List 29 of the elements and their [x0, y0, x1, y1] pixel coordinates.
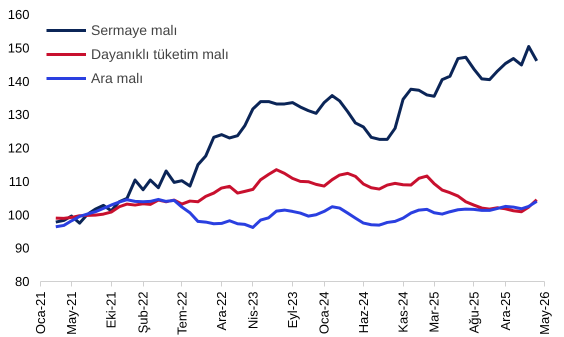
- y-tick-label: 130: [8, 107, 30, 122]
- x-tick-label: May-21: [64, 291, 80, 335]
- y-tick-label: 150: [8, 40, 30, 56]
- x-tick-label: Mar-25: [426, 291, 442, 333]
- x-tick-label: Ağu-25: [466, 292, 482, 334]
- y-tick-label: 120: [8, 140, 30, 156]
- x-tick-label: Şub-22: [136, 292, 151, 334]
- y-tick-label: 80: [15, 274, 30, 289]
- legend-label: Dayanıklı tüketim malı: [91, 46, 229, 62]
- y-tick-label: 160: [8, 7, 30, 22]
- x-tick-label: Ara-22: [214, 291, 230, 331]
- legend-label: Ara malı: [91, 70, 144, 86]
- x-tick-label: Oca-21: [33, 291, 48, 334]
- x-tick-label: Nis-23: [245, 291, 260, 330]
- x-tick-label: May-26: [537, 291, 552, 335]
- line-series: [54, 45, 538, 225]
- x-tick-label: Ara-25: [498, 291, 513, 331]
- y-tick-label: 110: [8, 174, 30, 189]
- line-series: [54, 198, 538, 229]
- y-tick-label: 140: [8, 74, 30, 89]
- x-tick-label: Oca-24: [316, 291, 332, 334]
- x-tick-label: Kas-24: [396, 291, 411, 333]
- x-tick-label: Haz-24: [356, 291, 371, 334]
- y-tick-label: 90: [15, 240, 30, 256]
- y-tick-label: 100: [8, 207, 30, 222]
- x-tick-label: Eki-21: [104, 291, 119, 328]
- x-tick-label: Tem-22: [174, 291, 190, 335]
- legend-label: Sermaye malı: [91, 22, 178, 38]
- x-tick-label: Eyl-23: [285, 291, 300, 328]
